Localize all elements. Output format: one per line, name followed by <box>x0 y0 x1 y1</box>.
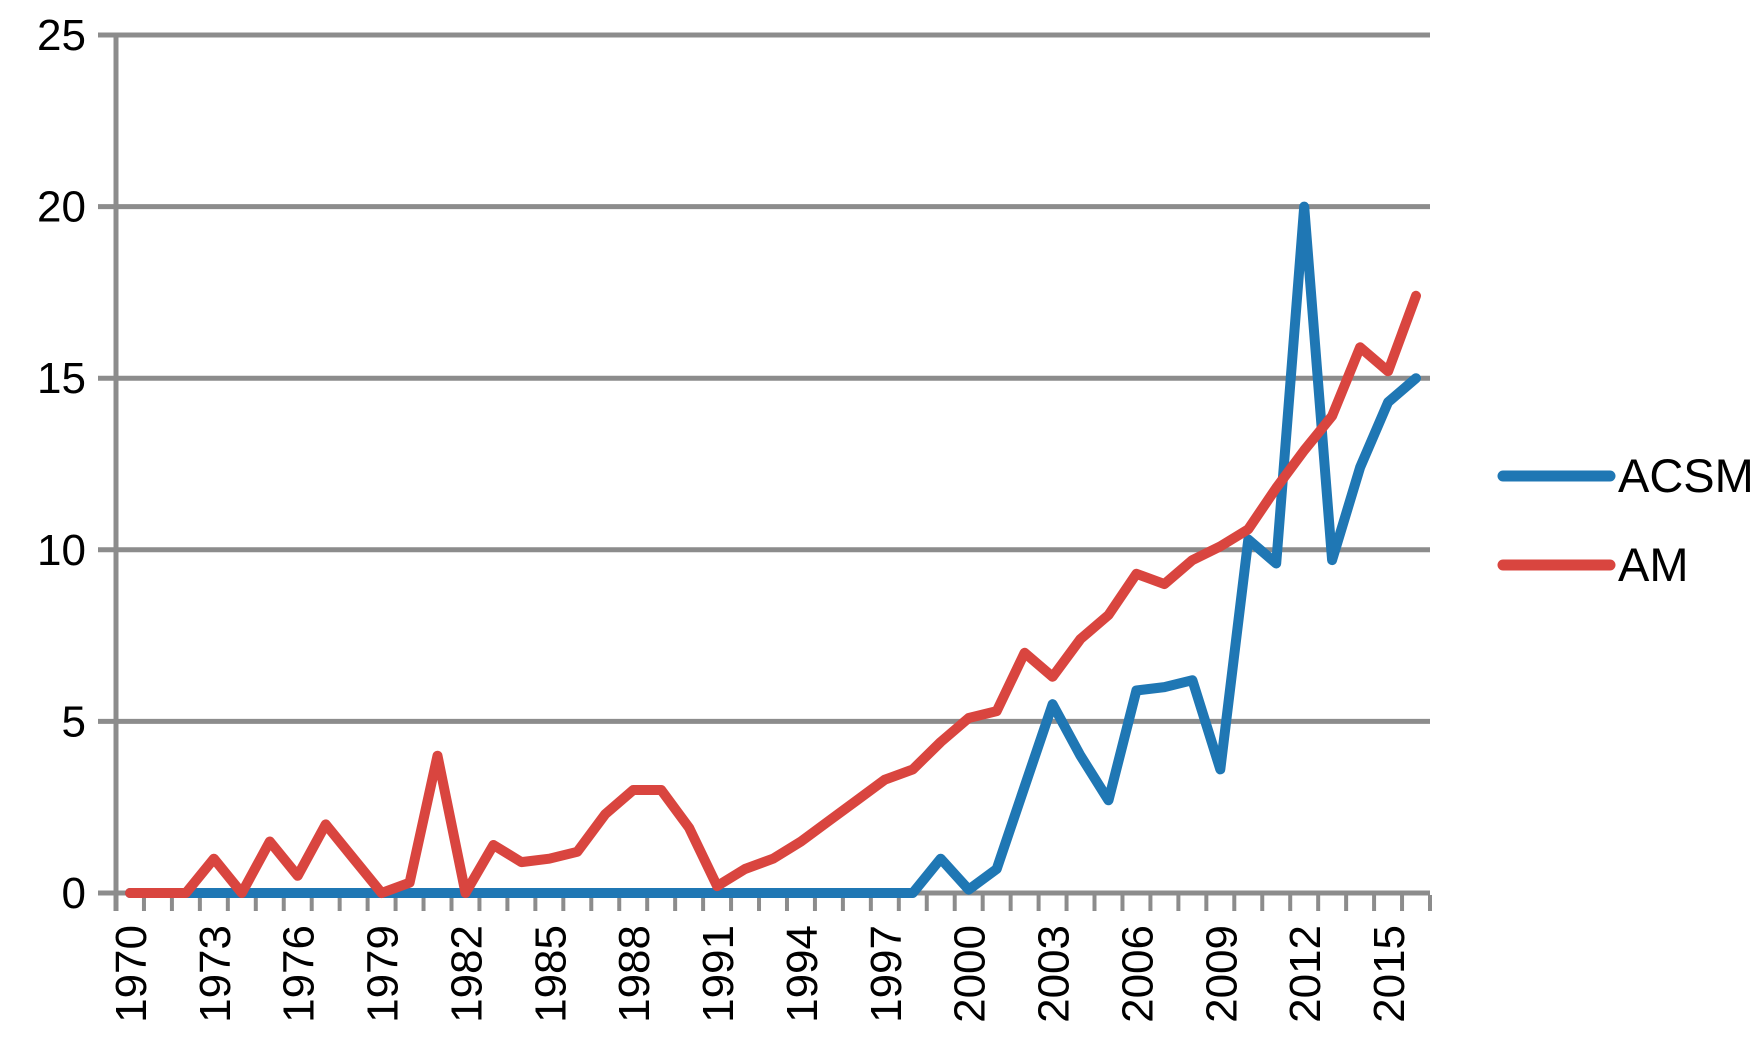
x-axis-labels: 1970 1973 1976 1979 1982 1985 1988 1991 1994 1997… <box>107 925 1414 1023</box>
x-tick-label: 1985 <box>526 925 575 1023</box>
x-tick-label: 2006 <box>1113 925 1162 1023</box>
x-tick-label: 1997 <box>862 925 911 1023</box>
x-tick-label: 2009 <box>1197 925 1246 1023</box>
legend-item-acsm: ACSM <box>1497 449 1752 502</box>
legend: ACSM AM <box>1497 449 1752 591</box>
x-tick-label: 2012 <box>1281 925 1330 1023</box>
x-tick-label: 2015 <box>1365 925 1414 1023</box>
x-tick-label: 1970 <box>107 925 156 1023</box>
x-tick-label: 1982 <box>442 925 491 1023</box>
x-tick-label: 1991 <box>694 925 743 1023</box>
x-tick-label: 1979 <box>359 925 408 1023</box>
am-line <box>125 290 1421 898</box>
legend-label: AM <box>1618 538 1689 591</box>
y-tick-label: 10 <box>37 526 86 575</box>
x-tick-label: 2003 <box>1030 925 1079 1023</box>
y-axis-labels: 0 5 10 15 20 25 <box>37 11 86 918</box>
y-tick-label: 15 <box>37 354 86 403</box>
legend-item-am: AM <box>1497 538 1689 591</box>
x-tick-label: 1973 <box>191 925 240 1023</box>
legend-label: ACSM <box>1618 449 1752 502</box>
x-tick-label: 1994 <box>778 925 827 1023</box>
x-tick-label: 2000 <box>946 925 995 1023</box>
x-tick-label: 1976 <box>275 925 324 1023</box>
x-tick-label: 1988 <box>610 925 659 1023</box>
y-tick-label: 0 <box>62 869 86 918</box>
y-tick-label: 5 <box>62 697 86 746</box>
y-tick-label: 25 <box>37 11 86 60</box>
acsm-line <box>125 201 1421 898</box>
y-tick-label: 20 <box>37 183 86 232</box>
gridlines <box>98 32 1430 896</box>
